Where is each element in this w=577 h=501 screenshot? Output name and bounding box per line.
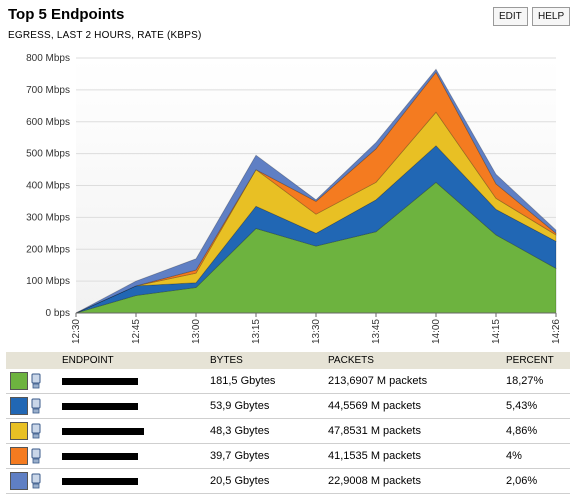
y-tick-label: 500 Mbps [26, 149, 70, 160]
x-tick-label: 14:15 [491, 319, 502, 344]
y-tick-label: 400 Mbps [26, 181, 70, 192]
x-tick-label: 13:45 [371, 319, 382, 344]
series-color-swatch [10, 372, 28, 390]
x-tick-label: 12:45 [131, 319, 142, 344]
widget-title: Top 5 Endpoints [8, 6, 125, 23]
bytes-cell: 53,9 Gbytes [206, 393, 324, 419]
y-tick-label: 200 Mbps [26, 244, 70, 255]
y-tick-label: 100 Mbps [26, 276, 70, 287]
endpoints-table: ENDPOINT BYTES PACKETS PERCENT 181,5 Gby… [6, 352, 570, 494]
endpoint-cell[interactable] [58, 369, 206, 394]
computer-icon [31, 423, 41, 439]
series-color-swatch [10, 422, 28, 440]
y-tick-label: 800 Mbps [26, 53, 70, 64]
x-tick-label: 14:00 [431, 319, 442, 344]
color-cell [6, 418, 58, 444]
packets-column-header: PACKETS [324, 352, 502, 369]
table-row[interactable]: 48,3 Gbytes 47,8531 M packets 4,86% [6, 418, 570, 444]
packets-cell: 41,1535 M packets [324, 443, 502, 469]
table-row[interactable]: 39,7 Gbytes 41,1535 M packets 4% [6, 443, 570, 469]
table-row[interactable]: 53,9 Gbytes 44,5569 M packets 5,43% [6, 393, 570, 419]
series-color-swatch [10, 397, 28, 415]
y-tick-label: 0 bps [46, 308, 70, 319]
y-tick-label: 700 Mbps [26, 85, 70, 96]
x-axis-ticks: 12:30 12:45 13:00 13:15 13:30 13:45 14:00 14:15… [71, 313, 562, 344]
x-tick-label: 13:15 [251, 319, 262, 344]
redacted-endpoint-name[interactable] [62, 402, 138, 410]
percent-cell: 18,27% [502, 369, 570, 394]
color-cell [6, 393, 58, 419]
redacted-endpoint-name[interactable] [62, 377, 138, 385]
x-tick-label: 13:30 [311, 319, 322, 344]
packets-cell: 44,5569 M packets [324, 393, 502, 419]
area-chart: 0 bps 100 Mbps 200 Mbps 300 Mbps 400 Mbps 500… [26, 53, 562, 344]
packets-cell: 47,8531 M packets [324, 418, 502, 444]
percent-cell: 4% [502, 443, 570, 469]
color-cell [6, 369, 58, 394]
computer-icon [31, 448, 41, 464]
endpoint-cell[interactable] [58, 393, 206, 419]
y-axis-ticks: 0 bps 100 Mbps 200 Mbps 300 Mbps 400 Mbps 500… [26, 53, 70, 319]
series-area-5 [75, 68, 557, 314]
y-tick-label: 600 Mbps [26, 117, 70, 128]
series-area-3 [75, 111, 557, 314]
y-tick-label: 300 Mbps [26, 212, 70, 223]
endpoint-cell[interactable] [58, 443, 206, 469]
table-header-row: ENDPOINT BYTES PACKETS PERCENT [6, 352, 570, 369]
packets-cell: 213,6907 M packets [324, 369, 502, 394]
bytes-column-header: BYTES [206, 352, 324, 369]
x-tick-label: 12:30 [71, 319, 82, 344]
redacted-endpoint-name[interactable] [62, 452, 138, 460]
x-tick-label: 14:26 [551, 319, 562, 344]
color-cell [6, 468, 58, 494]
endpoint-cell[interactable] [58, 468, 206, 494]
percent-cell: 5,43% [502, 393, 570, 419]
widget-subtitle: EGRESS, LAST 2 HOURS, RATE (KBPS) [8, 30, 202, 41]
series-color-swatch [10, 447, 28, 465]
endpoint-cell[interactable] [58, 418, 206, 444]
color-column-header [6, 352, 58, 369]
endpoint-column-header: ENDPOINT [58, 352, 206, 369]
bytes-cell: 20,5 Gbytes [206, 468, 324, 494]
computer-icon [31, 398, 41, 414]
edit-button[interactable]: EDIT [493, 7, 528, 26]
series-color-swatch [10, 472, 28, 490]
x-tick-label: 13:00 [191, 319, 202, 344]
series-areas [75, 68, 557, 314]
packets-cell: 22,9008 M packets [324, 468, 502, 494]
computer-icon [31, 373, 41, 389]
redacted-endpoint-name[interactable] [62, 477, 138, 485]
percent-column-header: PERCENT [502, 352, 570, 369]
percent-cell: 4,86% [502, 418, 570, 444]
bytes-cell: 181,5 Gbytes [206, 369, 324, 394]
computer-icon [31, 473, 41, 489]
bytes-cell: 39,7 Gbytes [206, 443, 324, 469]
table-row[interactable]: 181,5 Gbytes 213,6907 M packets 18,27% [6, 369, 570, 394]
color-cell [6, 443, 58, 469]
redacted-endpoint-name[interactable] [62, 427, 144, 435]
table-row[interactable]: 20,5 Gbytes 22,9008 M packets 2,06% [6, 468, 570, 494]
help-button[interactable]: HELP [532, 7, 571, 26]
bytes-cell: 48,3 Gbytes [206, 418, 324, 444]
percent-cell: 2,06% [502, 468, 570, 494]
